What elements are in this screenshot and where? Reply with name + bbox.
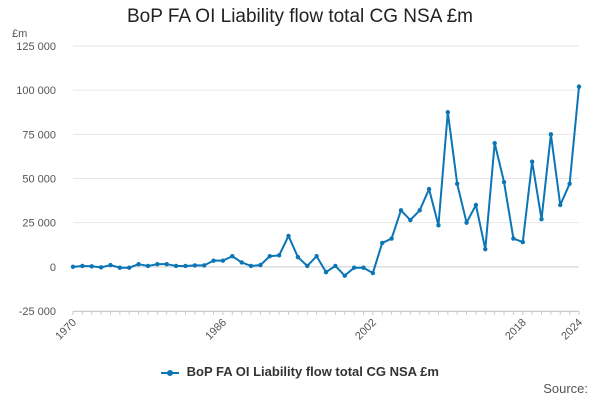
y-tick-label: 25 000 [22,218,56,230]
data-point [351,265,357,270]
data-point [239,260,244,265]
data-point [145,263,151,269]
data-point [267,254,272,259]
data-point [98,265,104,270]
data-point [445,110,451,115]
data-point [342,273,347,278]
data-point [361,265,366,270]
data-point [183,263,188,269]
data-point [286,233,291,239]
data-point [323,269,329,275]
data-point [389,236,394,241]
data-point [380,240,385,246]
x-tick-label: 2024 [559,317,585,343]
data-point [483,246,488,252]
data-point [127,265,132,270]
data-point [333,263,338,269]
data-point [305,263,310,269]
data-point [89,264,94,269]
data-point [70,264,76,270]
data-point [220,258,226,263]
data-point [529,159,535,164]
data-point [136,261,141,267]
data-point [192,263,198,268]
data-point [408,217,413,223]
x-tick-labels: 1970 1986 2002 2018 2024 [53,317,585,343]
y-tick-label: 50 000 [22,174,56,186]
data-point [454,181,460,186]
data-point [258,262,263,268]
legend-marker [161,369,180,376]
series-group [70,84,582,278]
y-tick-label: 125 000 [16,41,56,53]
source-label: Source: [543,381,588,396]
data-point [370,270,376,276]
data-point [539,216,544,222]
data-point [108,262,113,268]
chart-title: BoP FA OI Liability flow total CG NSA £m [126,6,474,27]
data-point [464,220,469,225]
legend: BoP FA OI Liability flow total CG NSA £m [0,364,600,379]
data-point [201,263,207,268]
data-point [211,258,216,263]
data-point [276,253,282,258]
data-point [295,254,301,260]
x-tick-label: 2002 [353,317,379,343]
x-tick-label: 1986 [203,317,229,343]
y-tick-label: 0 [50,262,56,274]
data-point [164,261,169,267]
data-point [511,236,516,241]
y-tick-labels: -25 000 0 25 000 50 000 75 000 100 000 125 000 [16,41,56,318]
y-tick-label: 75 000 [22,129,56,141]
data-point [230,254,235,259]
y-tick-label: -25 000 [19,306,56,318]
data-point [417,208,422,213]
data-point [501,179,507,185]
data-point [436,223,441,228]
data-point [80,263,85,269]
data-point [314,254,319,259]
x-tick-label: 1970 [53,317,79,343]
y-tick-label: 100 000 [16,85,56,97]
data-point [173,263,179,269]
y-axis-label: £m [12,28,27,40]
data-point [248,263,254,269]
data-point [426,186,432,192]
x-tick-label: 2018 [503,317,529,343]
data-point [117,265,123,270]
data-point [548,132,554,137]
legend-label: BoP FA OI Liability flow total CG NSA £m [186,364,439,379]
data-point [398,208,404,213]
data-point [492,140,497,146]
data-point [558,202,563,208]
data-point [155,261,160,267]
data-point [520,239,525,245]
data-point [567,181,572,186]
axes [72,311,580,315]
data-point [576,84,582,89]
data-point [473,202,479,208]
